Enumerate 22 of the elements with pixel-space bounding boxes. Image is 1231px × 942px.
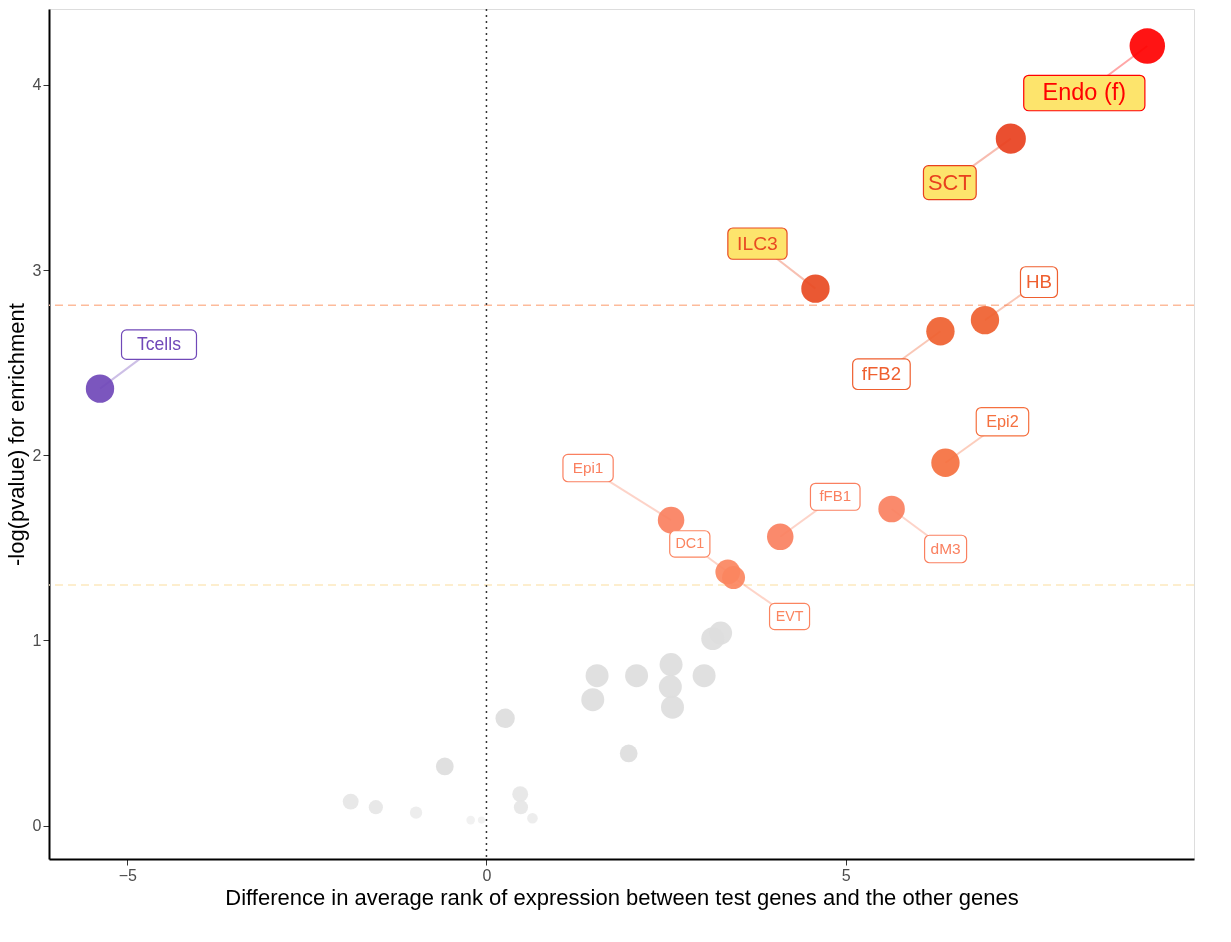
annotation: fFB1 bbox=[819, 486, 852, 504]
y-tick-label: 2 bbox=[32, 446, 42, 464]
y-tick-label: 3 bbox=[32, 261, 42, 279]
annotation: Tcells bbox=[137, 333, 182, 354]
y-tick-label: 0 bbox=[32, 817, 42, 835]
x-tick-label: 0 bbox=[482, 866, 492, 884]
annotation: SCT bbox=[927, 169, 972, 195]
x-axis-title: Difference in average rank of expression between test genes and the other genes bbox=[225, 884, 1019, 910]
x-tick-label: 5 bbox=[841, 866, 851, 884]
y-tick-label: 1 bbox=[32, 631, 42, 649]
annotation: HB bbox=[1025, 271, 1052, 293]
x-tick-label: −5 bbox=[118, 866, 138, 884]
annotation: EVT bbox=[775, 607, 804, 624]
annotation: DC1 bbox=[675, 534, 705, 551]
annotation: Epi2 bbox=[986, 411, 1019, 430]
annotation: ILC3 bbox=[737, 232, 778, 254]
annotation: fFB2 bbox=[861, 363, 901, 385]
annotation: Endo (f) bbox=[1042, 79, 1127, 106]
annotation: dM3 bbox=[930, 540, 961, 557]
y-axis-title: -log(pvalue) for enrichment bbox=[3, 303, 29, 566]
annotation: Epi1 bbox=[572, 459, 604, 477]
y-tick-label: 4 bbox=[32, 76, 42, 94]
